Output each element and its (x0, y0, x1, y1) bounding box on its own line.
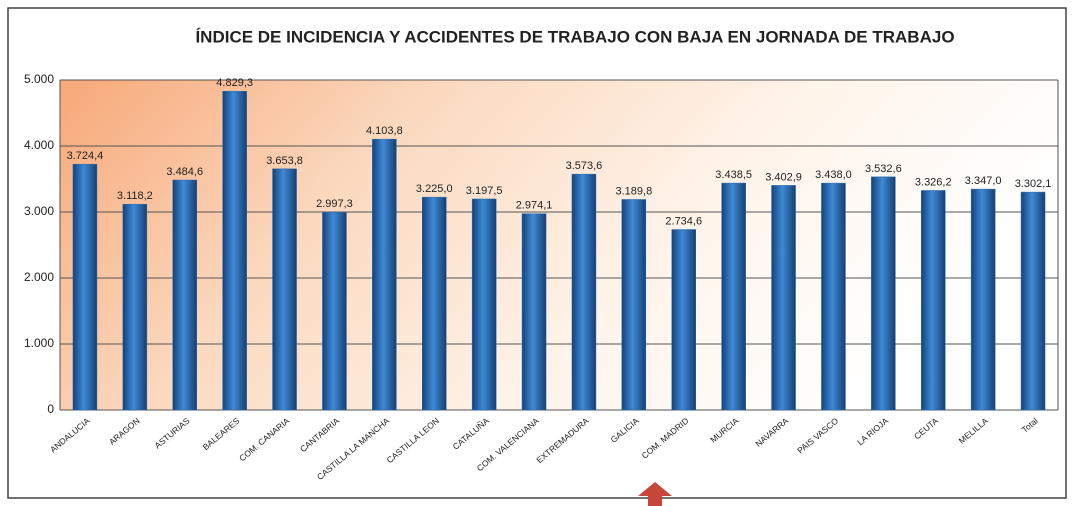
bar (871, 176, 896, 411)
value-label: 3.438,0 (815, 169, 852, 181)
value-label: 3.402,9 (765, 171, 802, 183)
value-label: 3.118,2 (117, 190, 153, 202)
value-label: 3.653,8 (266, 155, 303, 167)
bar (272, 168, 297, 411)
value-label: 3.189,8 (615, 185, 652, 197)
bar (72, 163, 98, 411)
y-tick-label: 5.000 (24, 72, 54, 86)
y-tick-label: 3.000 (24, 204, 54, 218)
bar (621, 199, 647, 411)
bar (521, 213, 547, 411)
bar (1020, 191, 1046, 411)
bar (372, 138, 397, 411)
value-label: 3.225,0 (416, 183, 453, 195)
chart-title: ÍNDICE DE INCIDENCIA Y ACCIDENTES DE TRA… (195, 27, 954, 46)
bar (721, 182, 746, 411)
bar (122, 203, 148, 411)
bar (471, 198, 497, 411)
value-label: 3.484,6 (166, 166, 203, 178)
bar (921, 190, 946, 411)
bar (422, 196, 447, 411)
value-label: 3.347,0 (965, 175, 1002, 187)
value-label: 3.724,4 (67, 150, 104, 162)
value-label: 3.197,5 (466, 185, 503, 197)
y-tick-label: 0 (47, 402, 54, 416)
y-tick-label: 4.000 (24, 138, 54, 152)
bar (172, 179, 197, 411)
value-label: 3.573,6 (566, 160, 603, 172)
bar (671, 229, 696, 411)
bar (821, 182, 846, 411)
bar (571, 173, 597, 411)
value-label: 3.532,6 (865, 163, 902, 175)
value-label: 2.734,6 (665, 215, 702, 227)
y-tick-label: 2.000 (24, 270, 54, 284)
value-label: 4.829,3 (216, 77, 253, 89)
value-label: 3.326,2 (915, 176, 952, 188)
bar (771, 185, 796, 411)
y-tick-label: 1.000 (24, 336, 54, 350)
value-label: 3.302,1 (1015, 178, 1052, 190)
bar (222, 91, 247, 411)
arrow (638, 482, 672, 506)
bar (970, 188, 996, 411)
value-label: 2.974,1 (516, 200, 553, 212)
plot-area (60, 80, 1058, 410)
value-label: 4.103,8 (366, 125, 403, 137)
value-label: 2.997,3 (316, 198, 353, 210)
value-label: 3.438,5 (715, 169, 752, 181)
bar (322, 211, 347, 411)
